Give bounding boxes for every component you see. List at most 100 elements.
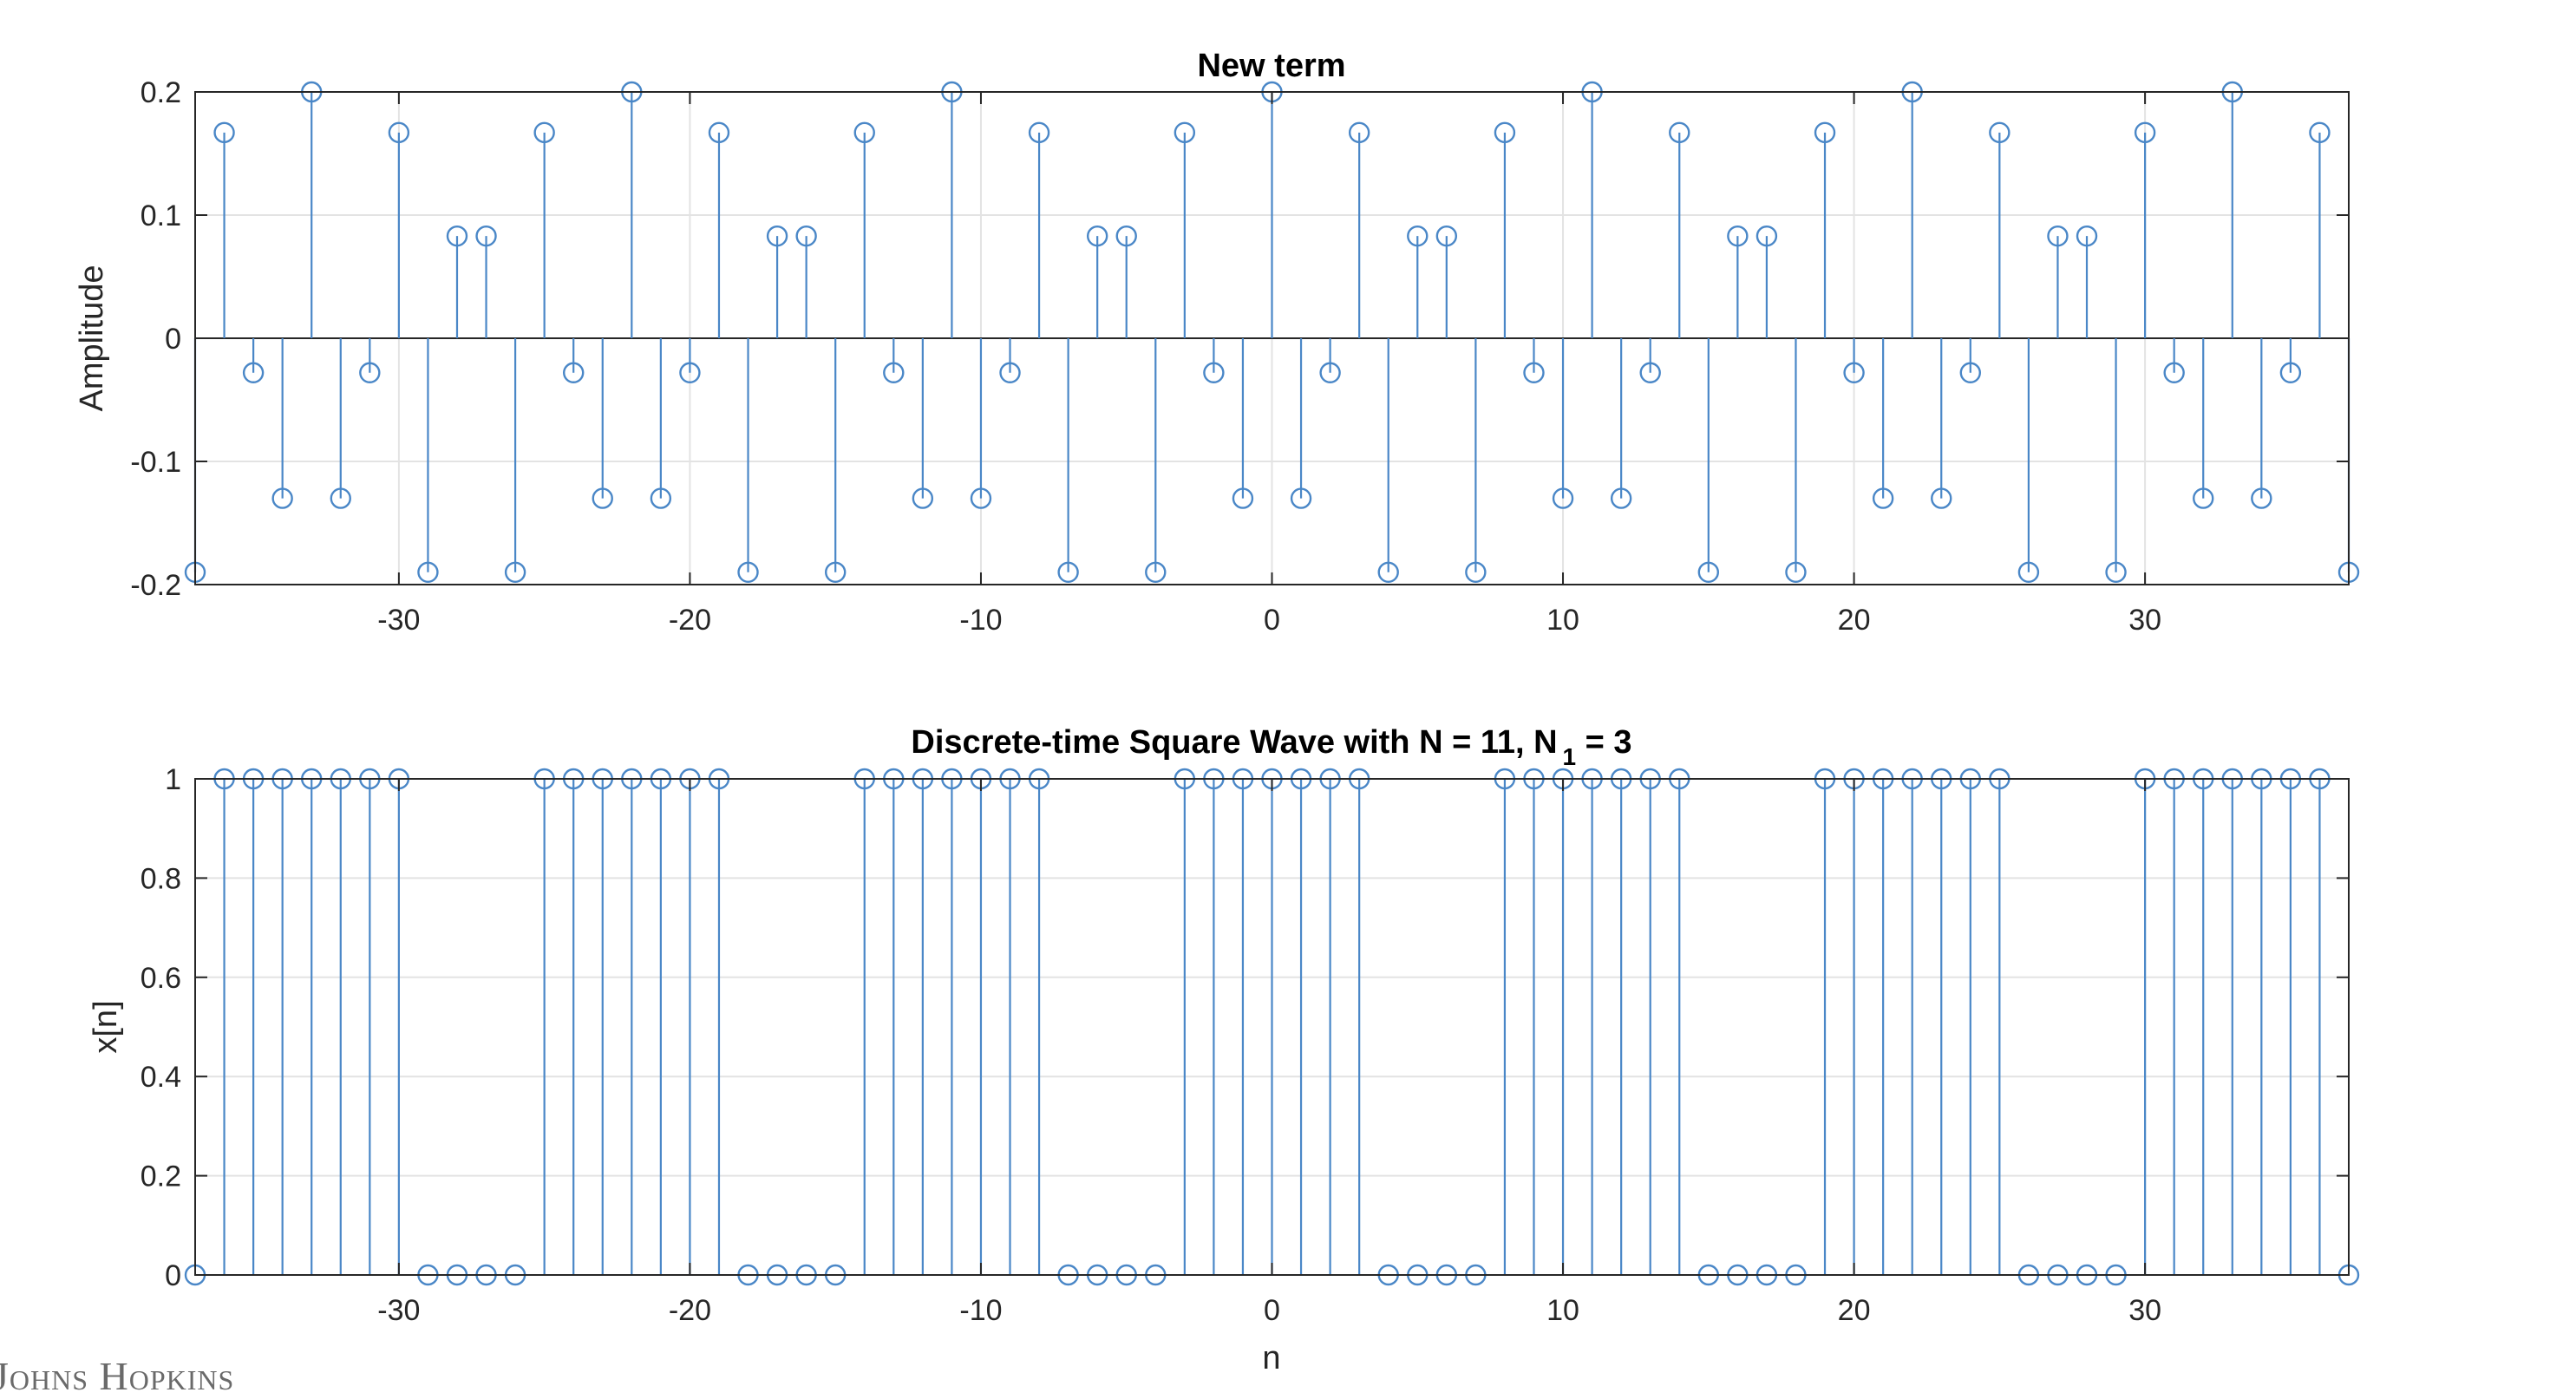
top-stem-marker	[359, 362, 381, 383]
top-stem-marker	[2193, 487, 2214, 509]
top-stem-marker	[912, 487, 934, 509]
top-y-tick-label: -0.1	[130, 446, 181, 479]
bottom-y-tick-label: 0.6	[141, 962, 181, 995]
top-stem-marker	[563, 362, 585, 383]
top-stem-marker	[2105, 561, 2127, 583]
top-stem-marker	[1755, 225, 1778, 247]
top-x-tick-label: -30	[377, 604, 420, 637]
top-stem-marker	[1523, 362, 1545, 383]
top-x-tick-label: 10	[1546, 604, 1579, 637]
top-stem-marker	[737, 561, 759, 583]
top-stem-marker	[533, 121, 555, 144]
bottom-title-subscript: 1	[1563, 743, 1577, 770]
top-x-tick-label: 0	[1264, 604, 1280, 637]
top-stem-marker	[1377, 561, 1399, 583]
bottom-x-tick-label: -20	[669, 1294, 711, 1327]
top-stem-marker	[1174, 121, 1196, 144]
top-stem-marker	[1145, 561, 1167, 583]
top-stem-marker	[504, 561, 526, 583]
top-stem-marker	[1407, 225, 1429, 247]
top-y-tick-label: 0.2	[141, 76, 181, 109]
top-stem-marker	[1232, 487, 1254, 509]
top-stem-marker	[2134, 121, 2156, 144]
bottom-x-tick-label: -30	[377, 1294, 420, 1327]
top-stem-marker	[388, 121, 410, 144]
top-stem-marker	[1931, 487, 1952, 509]
top-stem-marker	[1290, 487, 1312, 509]
top-title: New term	[1197, 48, 1345, 84]
top-stem-marker	[330, 487, 351, 509]
top-stem-marker	[1203, 362, 1225, 383]
bottom-ylabel: x[n]	[88, 1000, 124, 1053]
top-stem-marker	[1989, 121, 2010, 144]
top-stem-marker	[1785, 561, 1807, 583]
top-stem-marker	[1319, 362, 1341, 383]
bottom-x-tick-label: 20	[1838, 1294, 1871, 1327]
top-y-tick-label: 0	[165, 323, 181, 356]
top-stem-marker	[242, 362, 265, 383]
top-x-tick-label: 20	[1838, 604, 1871, 637]
bottom-xlabel: n	[1262, 1340, 1280, 1376]
bottom-x-tick-label: 30	[2128, 1294, 2161, 1327]
top-stem-marker	[650, 487, 672, 509]
top-stem-marker	[708, 121, 730, 144]
bottom-y-tick-label: 0	[165, 1259, 181, 1292]
bottom-x-tick-label: 0	[1264, 1294, 1280, 1327]
top-stem-marker	[883, 362, 905, 383]
top-y-tick-label: -0.2	[130, 569, 181, 602]
top-y-tick-label: 0.1	[141, 199, 181, 232]
top-stem-marker	[271, 487, 293, 509]
top-stem-marker	[795, 225, 817, 247]
top-subplot: -30 -20 -10 0 10 20 30 -0.2 -0.1 0 0.1 0.2 New term…	[74, 48, 2360, 637]
top-stem-marker	[1552, 487, 1574, 509]
top-stem-marker	[1639, 362, 1661, 383]
bottom-y-tick-label: 1	[165, 763, 181, 796]
bottom-x-tick-label: 10	[1546, 1294, 1579, 1327]
bottom-y-tick-label: 0.8	[141, 862, 181, 895]
top-stem-marker	[1028, 121, 1050, 144]
top-ticks: -30 -20 -10 0 10 20 30 -0.2 -0.1 0 0.1 0.2	[130, 76, 2349, 637]
top-stem-marker	[1465, 561, 1487, 583]
top-stem-marker	[2163, 362, 2185, 383]
top-stem-marker	[1115, 225, 1137, 247]
top-stem-marker	[1814, 121, 1836, 144]
top-stem-marker	[475, 225, 497, 247]
top-stem-marker	[2279, 362, 2302, 383]
top-stem-marker	[853, 121, 875, 144]
top-stem-marker	[1610, 487, 1632, 509]
top-stem-marker	[446, 225, 468, 247]
top-stem-marker	[1494, 121, 1516, 144]
bottom-title-main: Discrete-time Square Wave with N = 11, N	[911, 724, 1557, 761]
bottom-title: Discrete-time Square Wave with N = 11, N…	[911, 724, 1631, 770]
top-stem-marker	[2251, 487, 2272, 509]
top-stem-marker	[1435, 225, 1458, 247]
top-stem-marker	[679, 362, 701, 383]
top-stem-marker	[1057, 561, 1079, 583]
top-stem-marker	[1727, 225, 1749, 247]
top-x-tick-label: 30	[2128, 604, 2161, 637]
top-stem-marker	[213, 121, 235, 144]
johns-hopkins-watermark: Johns Hopkins	[0, 1354, 235, 1398]
top-stem-marker	[766, 225, 788, 247]
top-stem-marker	[2309, 121, 2331, 144]
bottom-subplot: -30 -20 -10 0 10 20 30 0 0.2 0.4 0.6 0.8 1 Discrete-…	[88, 724, 2360, 1376]
bottom-ticks: -30 -20 -10 0 10 20 30 0 0.2 0.4 0.6 0.8 1	[141, 763, 2349, 1327]
top-stem-marker	[824, 561, 847, 583]
bottom-y-tick-label: 0.2	[141, 1160, 181, 1193]
top-stem-marker	[1872, 487, 1894, 509]
top-stem-marker	[592, 487, 613, 509]
top-stem-marker	[2017, 561, 2040, 583]
bottom-y-tick-label: 0.4	[141, 1061, 181, 1094]
top-stem-marker	[2076, 225, 2098, 247]
top-stem-marker	[1348, 121, 1370, 144]
top-x-tick-label: -10	[959, 604, 1002, 637]
top-stem-marker	[1086, 225, 1108, 247]
top-stem-marker	[999, 362, 1021, 383]
bottom-x-tick-label: -10	[959, 1294, 1002, 1327]
top-stems	[184, 81, 2360, 583]
top-stem-marker	[1843, 362, 1865, 383]
top-stem-marker	[2047, 225, 2069, 247]
top-stem-marker	[970, 487, 992, 509]
bottom-title-tail: = 3	[1576, 724, 1631, 761]
